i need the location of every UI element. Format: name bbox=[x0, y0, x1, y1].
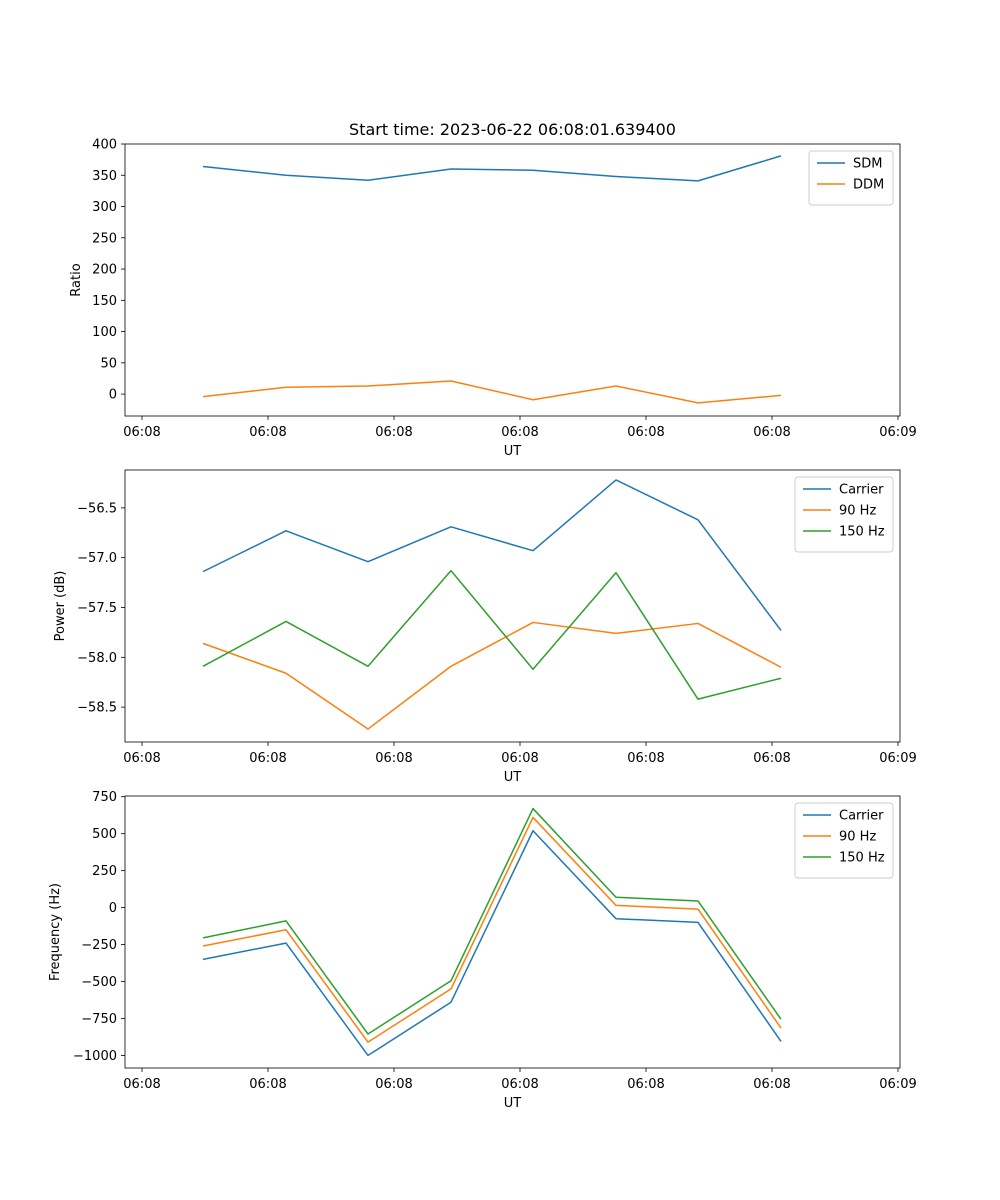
y-tick-label: −750 bbox=[81, 1012, 117, 1027]
subplot-2: 06:08 06:08 06:08 06:08 06:08 06:08 06:09 −58.5… bbox=[53, 469, 917, 785]
y-tick-label: −58.0 bbox=[77, 651, 117, 666]
y-tick-label: −58.5 bbox=[77, 701, 117, 716]
x-tick-label: 06:08 bbox=[753, 751, 790, 766]
legend-label: Carrier bbox=[839, 483, 884, 498]
y-tick-label: 250 bbox=[92, 864, 117, 879]
y-tick-label: −57.0 bbox=[77, 551, 117, 566]
x-tick-label: 06:08 bbox=[501, 751, 538, 766]
y-tick-label: −1000 bbox=[73, 1049, 117, 1064]
series-line-90-hz bbox=[202, 816, 782, 1043]
y-tick-label: 100 bbox=[92, 325, 117, 340]
x-tick-label: 06:08 bbox=[627, 425, 664, 440]
x-tick-label: 06:08 bbox=[753, 1077, 790, 1092]
x-tick-label: 06:08 bbox=[249, 1077, 286, 1092]
subplot-3: 06:08 06:08 06:08 06:08 06:08 06:08 06:09 −1000… bbox=[48, 790, 917, 1111]
x-tick-label: 06:08 bbox=[501, 425, 538, 440]
legend-label: SDM bbox=[853, 157, 882, 172]
legend: Carrier 90 Hz 150 Hz bbox=[794, 476, 894, 553]
x-tick-label: 06:08 bbox=[627, 1077, 664, 1092]
y-tick-label: 300 bbox=[92, 200, 117, 215]
y-tick-label: 750 bbox=[92, 790, 117, 805]
x-tick-label: 06:08 bbox=[123, 751, 160, 766]
x-axis-label: UT bbox=[504, 1096, 522, 1111]
legend: SDM DDM bbox=[808, 150, 894, 206]
x-tick-label: 06:08 bbox=[123, 425, 160, 440]
y-tick-label: −500 bbox=[81, 975, 117, 990]
y-tick-label: 250 bbox=[92, 231, 117, 246]
y-tick-label: 500 bbox=[92, 827, 117, 842]
series-line-150-hz bbox=[202, 807, 782, 1035]
series-line-ddm bbox=[202, 380, 782, 404]
x-tick-label: 06:08 bbox=[627, 751, 664, 766]
y-tick-label: −57.5 bbox=[77, 601, 117, 616]
y-axis-label: Ratio bbox=[69, 263, 84, 296]
x-tick-label: 06:08 bbox=[375, 1077, 412, 1092]
x-tick-label: 06:08 bbox=[249, 751, 286, 766]
y-axis-label: Power (dB) bbox=[53, 571, 68, 642]
legend-label: 150 Hz bbox=[839, 851, 885, 866]
x-tick-label: 06:08 bbox=[123, 1077, 160, 1092]
legend-label: DDM bbox=[853, 178, 884, 193]
x-axis-label: UT bbox=[504, 770, 522, 785]
y-tick-label: 200 bbox=[92, 263, 117, 278]
series-line-90-hz bbox=[202, 621, 782, 730]
series-line-150-hz bbox=[202, 569, 782, 700]
y-tick-label: 150 bbox=[92, 294, 117, 309]
subplot-1: Start time: 2023-06-22 06:08:01.639400 06… bbox=[69, 120, 917, 459]
x-tick-label: 06:08 bbox=[753, 425, 790, 440]
legend-box bbox=[794, 802, 894, 879]
x-tick-label: 06:08 bbox=[249, 425, 286, 440]
y-tick-label: 350 bbox=[92, 169, 117, 184]
x-tick-label: 06:09 bbox=[879, 1077, 916, 1092]
axes-frame bbox=[124, 469, 901, 743]
y-tick-label: 0 bbox=[109, 388, 117, 403]
x-tick-label: 06:08 bbox=[375, 425, 412, 440]
x-tick-label: 06:09 bbox=[879, 425, 916, 440]
legend-box bbox=[808, 150, 894, 206]
series-line-sdm bbox=[202, 155, 782, 182]
y-tick-label: −250 bbox=[81, 938, 117, 953]
y-tick-label: −56.5 bbox=[77, 501, 117, 516]
legend-box bbox=[794, 476, 894, 553]
legend-label: 90 Hz bbox=[839, 830, 876, 845]
x-axis-label: UT bbox=[504, 444, 522, 459]
x-tick-label: 06:08 bbox=[501, 1077, 538, 1092]
y-tick-label: 400 bbox=[92, 138, 117, 153]
axes-frame bbox=[124, 143, 901, 417]
y-tick-label: 50 bbox=[100, 356, 117, 371]
legend-label: Carrier bbox=[839, 809, 884, 824]
series-line-carrier bbox=[202, 479, 782, 631]
y-axis-label: Frequency (Hz) bbox=[48, 883, 63, 981]
legend-label: 90 Hz bbox=[839, 504, 876, 519]
axes-frame bbox=[124, 795, 901, 1069]
series-line-carrier bbox=[202, 829, 782, 1057]
legend-label: 150 Hz bbox=[839, 525, 885, 540]
legend: Carrier 90 Hz 150 Hz bbox=[794, 802, 894, 879]
x-tick-label: 06:09 bbox=[879, 751, 916, 766]
chart-title: Start time: 2023-06-22 06:08:01.639400 bbox=[349, 120, 676, 139]
y-tick-label: 0 bbox=[109, 901, 117, 916]
x-tick-label: 06:08 bbox=[375, 751, 412, 766]
